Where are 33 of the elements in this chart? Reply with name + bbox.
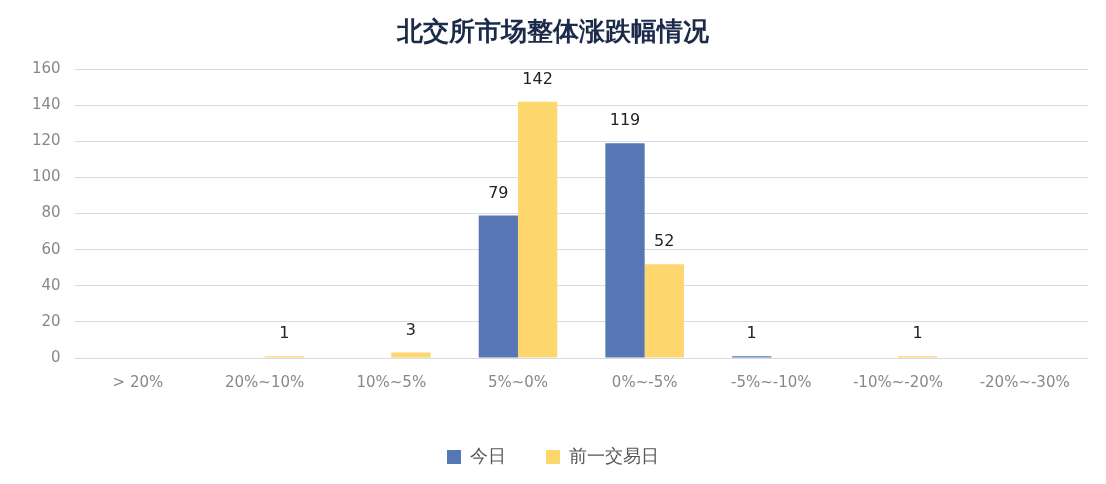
data-label: 3 xyxy=(405,319,417,339)
data-label: 52 xyxy=(654,231,675,251)
x-tick-label: 0%~-5% xyxy=(611,372,678,391)
data-label: 1 xyxy=(746,323,757,343)
legend-label: 今日 xyxy=(470,444,506,466)
bar xyxy=(478,215,518,358)
y-tick-label: 100 xyxy=(31,167,61,186)
x-tick-label: -20%~-30% xyxy=(979,372,1070,391)
data-label: 79 xyxy=(488,182,509,202)
x-tick-label: 5%~0% xyxy=(487,372,549,391)
bar xyxy=(391,352,431,358)
y-tick-label: 20 xyxy=(41,311,61,330)
data-label: 119 xyxy=(609,110,641,130)
x-tick-label: -10%~-20% xyxy=(852,372,944,391)
bar xyxy=(644,264,684,358)
legend-label: 前一交易日 xyxy=(569,444,659,466)
y-tick-label: 140 xyxy=(31,95,61,114)
y-tick-label: 60 xyxy=(41,239,61,258)
y-tick-label: 0 xyxy=(51,347,61,366)
x-tick-label: 20%~10% xyxy=(225,372,305,391)
data-label: 1 xyxy=(912,323,923,343)
x-tick-label: -5%~-10% xyxy=(731,372,812,391)
bar xyxy=(517,101,558,358)
x-tick-label: 10%~5% xyxy=(356,372,427,391)
data-label: 1 xyxy=(279,323,290,343)
bar xyxy=(605,143,645,358)
y-tick-label: 120 xyxy=(31,131,61,150)
x-tick-label: > 20% xyxy=(112,372,164,391)
y-tick-label: 160 xyxy=(31,59,61,78)
y-tick-label: 80 xyxy=(41,203,61,222)
data-label: 142 xyxy=(522,68,553,88)
chart-title: 北交所市场整体涨跌幅情况 xyxy=(396,16,710,47)
y-tick-label: 40 xyxy=(41,275,61,294)
